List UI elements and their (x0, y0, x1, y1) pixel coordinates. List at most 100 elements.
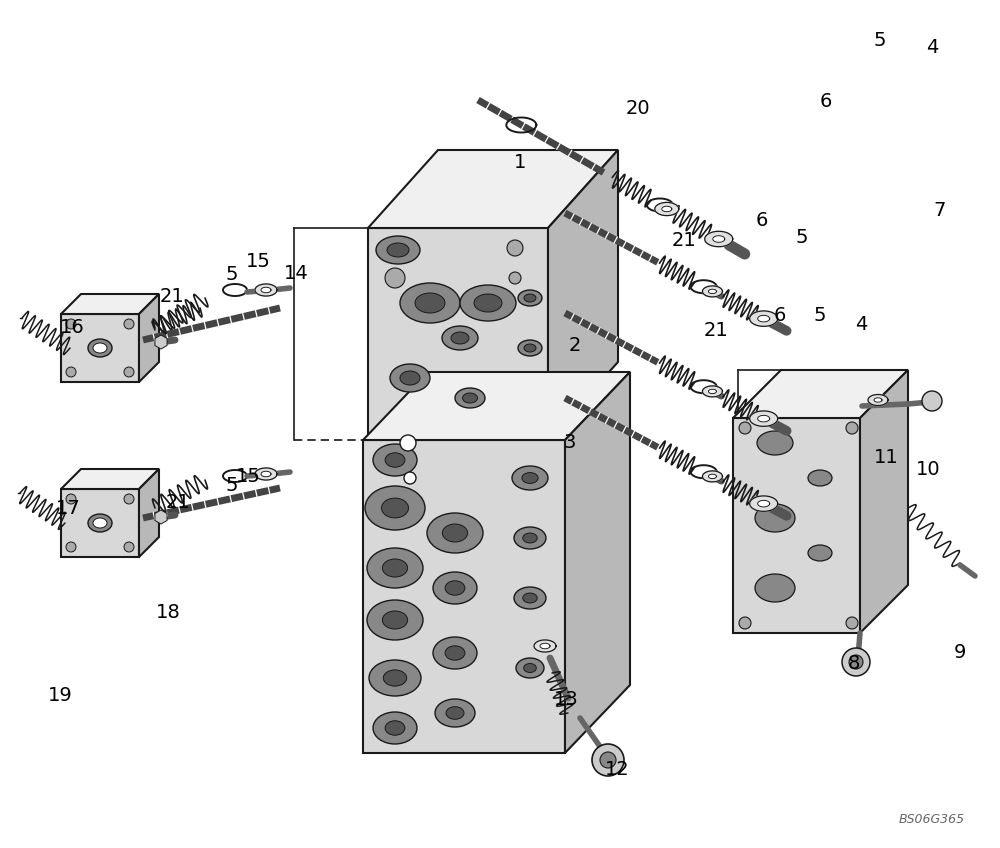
Ellipse shape (383, 670, 407, 686)
Circle shape (739, 422, 751, 434)
Ellipse shape (755, 504, 795, 532)
Ellipse shape (514, 587, 546, 609)
Polygon shape (733, 418, 860, 633)
Polygon shape (255, 284, 277, 296)
Text: 21: 21 (166, 493, 190, 511)
Polygon shape (655, 203, 679, 215)
Polygon shape (540, 644, 550, 649)
Circle shape (66, 319, 76, 329)
Ellipse shape (523, 533, 537, 543)
Polygon shape (565, 372, 630, 753)
Text: 21: 21 (160, 287, 184, 306)
Ellipse shape (382, 498, 409, 518)
Text: 10: 10 (916, 460, 940, 479)
Ellipse shape (808, 470, 832, 486)
Polygon shape (534, 640, 556, 652)
Circle shape (124, 494, 134, 504)
Ellipse shape (367, 548, 423, 588)
Ellipse shape (88, 339, 112, 357)
Circle shape (124, 319, 134, 329)
Ellipse shape (427, 513, 483, 553)
Ellipse shape (433, 637, 477, 669)
Ellipse shape (451, 332, 469, 344)
Ellipse shape (757, 431, 793, 455)
Polygon shape (368, 228, 548, 440)
Ellipse shape (755, 574, 795, 602)
Polygon shape (860, 370, 908, 633)
Polygon shape (708, 289, 716, 293)
Text: 13: 13 (554, 690, 578, 709)
Text: 17: 17 (56, 499, 80, 518)
Text: 12: 12 (605, 761, 629, 779)
Polygon shape (155, 335, 167, 349)
Circle shape (66, 367, 76, 377)
Polygon shape (61, 294, 159, 314)
Ellipse shape (442, 524, 468, 542)
Text: 14: 14 (284, 264, 308, 282)
Ellipse shape (369, 660, 421, 696)
Circle shape (66, 494, 76, 504)
Text: 19: 19 (48, 686, 72, 705)
Ellipse shape (524, 294, 536, 302)
Text: 5: 5 (226, 476, 238, 494)
Ellipse shape (382, 611, 408, 629)
Text: 11: 11 (874, 449, 898, 467)
Circle shape (846, 617, 858, 629)
Circle shape (842, 648, 870, 676)
Ellipse shape (390, 364, 430, 392)
Circle shape (66, 542, 76, 552)
Ellipse shape (93, 518, 107, 528)
Ellipse shape (442, 326, 478, 350)
Circle shape (509, 272, 521, 284)
Polygon shape (733, 370, 908, 418)
Ellipse shape (376, 236, 420, 264)
Text: 6: 6 (774, 306, 786, 325)
Polygon shape (255, 468, 277, 480)
Ellipse shape (400, 371, 420, 385)
Text: 20: 20 (626, 99, 650, 118)
Polygon shape (750, 411, 778, 427)
Circle shape (124, 367, 134, 377)
Text: 1: 1 (514, 153, 526, 172)
Text: 2: 2 (569, 336, 581, 354)
Polygon shape (750, 496, 778, 511)
Ellipse shape (373, 712, 417, 744)
Ellipse shape (365, 486, 425, 530)
Text: 15: 15 (246, 252, 270, 271)
Polygon shape (61, 314, 139, 382)
Text: 21: 21 (672, 232, 696, 250)
Text: 16: 16 (60, 318, 84, 337)
Polygon shape (702, 286, 722, 297)
Text: 6: 6 (820, 92, 832, 111)
Ellipse shape (367, 600, 423, 640)
Text: 5: 5 (874, 31, 886, 50)
Ellipse shape (524, 663, 536, 672)
Circle shape (922, 391, 942, 411)
Ellipse shape (415, 293, 445, 313)
Polygon shape (758, 500, 770, 507)
Ellipse shape (808, 545, 832, 561)
Polygon shape (868, 394, 888, 405)
Circle shape (592, 744, 624, 776)
Polygon shape (139, 469, 159, 557)
Ellipse shape (522, 472, 538, 483)
Ellipse shape (385, 453, 405, 467)
Text: 5: 5 (796, 228, 808, 247)
Polygon shape (368, 150, 618, 228)
Text: 5: 5 (814, 306, 826, 325)
Polygon shape (758, 416, 770, 422)
Polygon shape (61, 489, 139, 557)
Ellipse shape (435, 699, 475, 727)
Polygon shape (750, 311, 778, 326)
Text: 8: 8 (848, 654, 860, 672)
Text: 9: 9 (954, 644, 966, 662)
Circle shape (600, 752, 616, 768)
Ellipse shape (400, 283, 460, 323)
Circle shape (404, 472, 416, 484)
Polygon shape (702, 471, 722, 482)
Text: 5: 5 (226, 265, 238, 284)
Polygon shape (261, 471, 271, 477)
Text: 7: 7 (934, 201, 946, 220)
Polygon shape (708, 474, 716, 478)
Polygon shape (758, 315, 770, 322)
